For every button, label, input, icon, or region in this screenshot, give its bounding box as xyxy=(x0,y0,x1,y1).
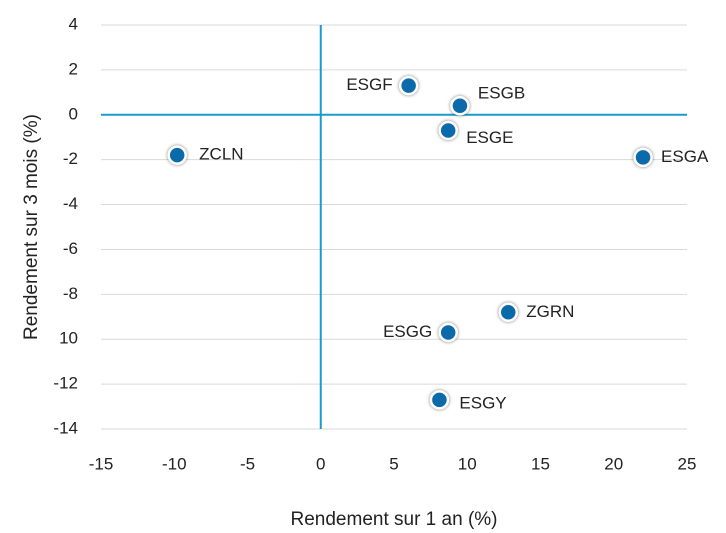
y-tick-label: 4 xyxy=(69,14,78,33)
y-tick-label: 0 xyxy=(69,104,78,123)
x-tick-label: 15 xyxy=(531,454,550,473)
y-tick-label: -14 xyxy=(53,418,78,437)
y-tick-label: -8 xyxy=(63,284,78,303)
y-tick-label: -2 xyxy=(63,149,78,168)
point xyxy=(167,145,187,165)
x-tick-label: 25 xyxy=(678,454,697,473)
point xyxy=(438,120,458,141)
y-axis-title: Rendement sur 3 mois (%) xyxy=(21,114,42,340)
x-tick-label: 0 xyxy=(316,454,325,473)
y-tick-label: 2 xyxy=(69,59,78,78)
point xyxy=(429,390,450,410)
point xyxy=(438,322,458,343)
point-label: ESGB xyxy=(478,83,525,102)
point-label: ESGE xyxy=(466,128,513,147)
x-tick-label: -15 xyxy=(89,454,114,473)
x-tick-label: 5 xyxy=(389,454,398,473)
point xyxy=(450,96,470,116)
point-label: ZCLN xyxy=(199,145,243,164)
point xyxy=(498,302,519,323)
point-label: ESGF xyxy=(346,75,392,94)
point-label: ESGG xyxy=(383,322,432,341)
y-tick-label: -12 xyxy=(53,374,78,393)
x-tick-label: 10 xyxy=(458,454,477,473)
point-label: ESGA xyxy=(661,147,709,166)
point-label: ZGRN xyxy=(526,302,574,321)
point xyxy=(633,147,653,168)
x-tick-label: -5 xyxy=(240,454,255,473)
x-tick-label: -10 xyxy=(162,454,187,473)
x-tick-label: 20 xyxy=(604,454,623,473)
y-tick-label: -4 xyxy=(63,194,78,213)
point xyxy=(398,75,419,96)
y-tick-label: 10 xyxy=(59,329,78,348)
y-tick-label: -6 xyxy=(63,239,78,258)
x-axis-title: Rendement sur 1 an (%) xyxy=(291,509,498,530)
point-label: ESGY xyxy=(459,393,506,412)
